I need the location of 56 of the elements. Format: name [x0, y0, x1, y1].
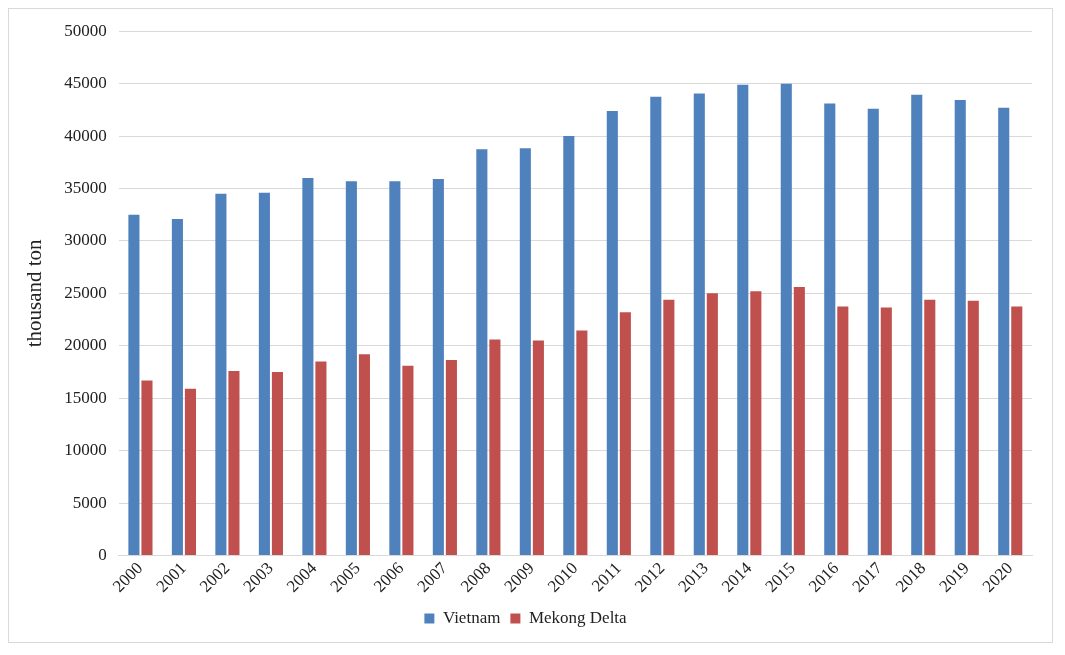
bar — [302, 178, 314, 556]
bar — [606, 110, 618, 556]
y-tick-label: 5000 — [72, 492, 107, 512]
bar — [445, 359, 457, 556]
y-tick-label: 20000 — [64, 335, 107, 355]
bar — [880, 307, 892, 556]
bar — [345, 181, 357, 556]
bar — [563, 136, 575, 556]
bar — [271, 372, 283, 556]
bar — [750, 291, 762, 556]
y-tick-label: 35000 — [64, 177, 107, 197]
y-tick-label: 30000 — [64, 230, 107, 250]
bar — [737, 84, 749, 556]
bar — [824, 103, 836, 556]
bar — [911, 94, 923, 556]
bar — [998, 107, 1010, 556]
y-tick-label: 45000 — [64, 73, 107, 93]
bar — [663, 299, 675, 556]
bar — [693, 93, 705, 556]
bar — [967, 300, 979, 556]
bar — [358, 354, 370, 556]
bar — [650, 96, 662, 556]
bar — [519, 148, 531, 556]
bar — [389, 181, 401, 556]
legend-label: Mekong Delta — [528, 607, 628, 627]
bar — [706, 293, 718, 556]
y-tick-label: 0 — [98, 545, 107, 564]
bar — [619, 312, 631, 556]
bar — [780, 83, 792, 556]
bar — [576, 330, 588, 556]
bar — [184, 388, 196, 556]
bar — [128, 214, 140, 556]
bar — [837, 306, 849, 556]
y-tick-label: 40000 — [64, 125, 107, 145]
bar — [793, 287, 805, 556]
bar — [171, 218, 183, 556]
y-tick-label: 15000 — [64, 387, 107, 407]
bar — [867, 108, 879, 556]
y-axis-title: thousand ton — [22, 238, 47, 348]
bar — [215, 193, 227, 556]
bar — [489, 339, 501, 556]
y-tick-label: 25000 — [64, 282, 107, 302]
bar — [954, 99, 966, 556]
bar — [402, 365, 414, 556]
bar — [1011, 306, 1023, 556]
bar — [141, 380, 153, 556]
bar — [258, 192, 270, 556]
y-tick-label: 50000 — [64, 20, 107, 40]
legend-label: Vietnam — [442, 607, 501, 627]
bar — [924, 299, 936, 556]
bar — [315, 361, 327, 556]
bar — [476, 149, 488, 556]
bar — [532, 340, 544, 556]
y-tick-label: 10000 — [64, 440, 107, 460]
bar — [228, 370, 240, 556]
bar — [432, 179, 444, 556]
